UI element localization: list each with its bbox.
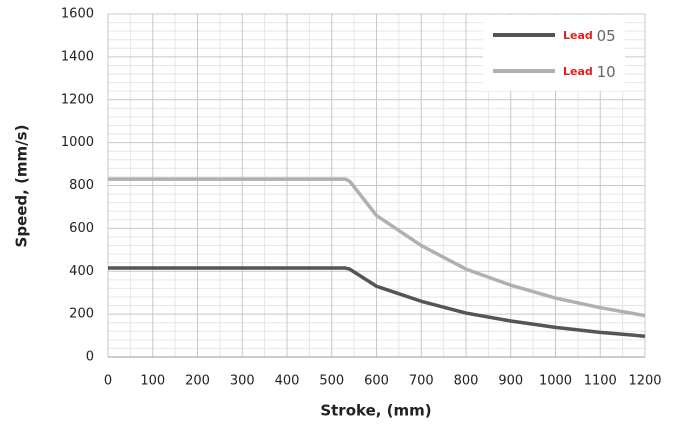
x-tick-label: 300 [230,374,255,389]
x-axis-title: Stroke, (mm) [320,402,431,420]
legend-box [483,15,625,91]
x-tick-label: 400 [275,374,300,389]
x-tick-label: 200 [185,374,210,389]
x-tick-label: 600 [364,374,389,389]
x-tick-label: 100 [140,374,165,389]
x-tick-label: 900 [498,374,523,389]
legend-label-prefix: Lead [563,65,597,78]
series-line [108,177,646,318]
legend-label: Lead 05 [563,27,616,45]
y-tick-label: 1000 [61,135,94,150]
legend-label: Lead 10 [563,63,616,81]
x-tick-label: 800 [454,374,479,389]
y-tick-label: 200 [69,307,94,322]
y-axis-title: Speed, (mm/s) [13,125,31,248]
series-line [108,266,646,338]
x-tick-label: 1200 [628,374,661,389]
y-tick-label: 1200 [61,92,94,107]
x-tick-label: 0 [104,374,112,389]
y-tick-label: 800 [69,178,94,193]
x-tick-label: 500 [319,374,344,389]
y-tick-label: 600 [69,221,94,236]
x-tick-label: 1100 [584,374,617,389]
legend-label-suffix: 10 [597,63,616,81]
y-tick-label: 400 [69,264,94,279]
y-tick-label: 1600 [61,7,94,22]
y-tick-label: 0 [86,350,94,365]
y-tick-label: 1400 [61,49,94,64]
x-tick-label: 700 [409,374,434,389]
legend-label-prefix: Lead [563,29,597,42]
legend-label-suffix: 05 [597,27,616,45]
x-tick-label: 1000 [539,374,572,389]
